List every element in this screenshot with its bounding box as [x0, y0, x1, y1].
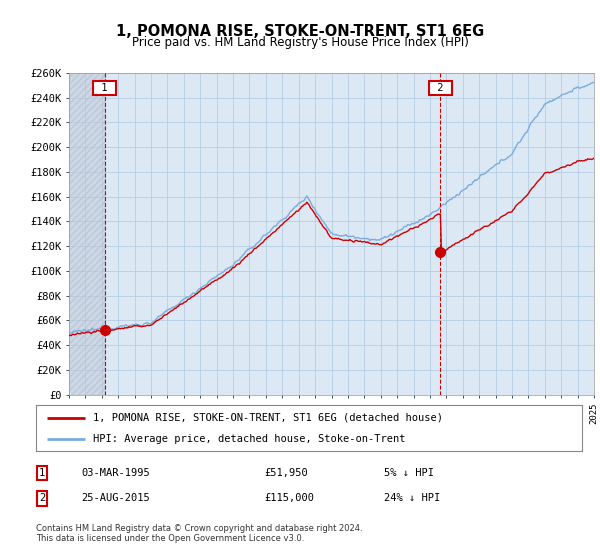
Text: Contains HM Land Registry data © Crown copyright and database right 2024.
This d: Contains HM Land Registry data © Crown c…: [36, 524, 362, 543]
Text: 1: 1: [95, 83, 114, 92]
Text: Price paid vs. HM Land Registry's House Price Index (HPI): Price paid vs. HM Land Registry's House …: [131, 36, 469, 49]
Text: £51,950: £51,950: [264, 468, 308, 478]
Text: 25-AUG-2015: 25-AUG-2015: [81, 493, 150, 503]
Text: 5% ↓ HPI: 5% ↓ HPI: [384, 468, 434, 478]
Text: 1: 1: [39, 468, 45, 478]
Text: 2: 2: [431, 83, 450, 92]
Bar: [69, 73, 104, 395]
Text: 1, POMONA RISE, STOKE-ON-TRENT, ST1 6EG: 1, POMONA RISE, STOKE-ON-TRENT, ST1 6EG: [116, 24, 484, 39]
Text: 1, POMONA RISE, STOKE-ON-TRENT, ST1 6EG (detached house): 1, POMONA RISE, STOKE-ON-TRENT, ST1 6EG …: [94, 413, 443, 423]
Text: HPI: Average price, detached house, Stoke-on-Trent: HPI: Average price, detached house, Stok…: [94, 435, 406, 444]
Text: 2: 2: [39, 493, 45, 503]
Text: 03-MAR-1995: 03-MAR-1995: [81, 468, 150, 478]
Text: 24% ↓ HPI: 24% ↓ HPI: [384, 493, 440, 503]
Text: £115,000: £115,000: [264, 493, 314, 503]
